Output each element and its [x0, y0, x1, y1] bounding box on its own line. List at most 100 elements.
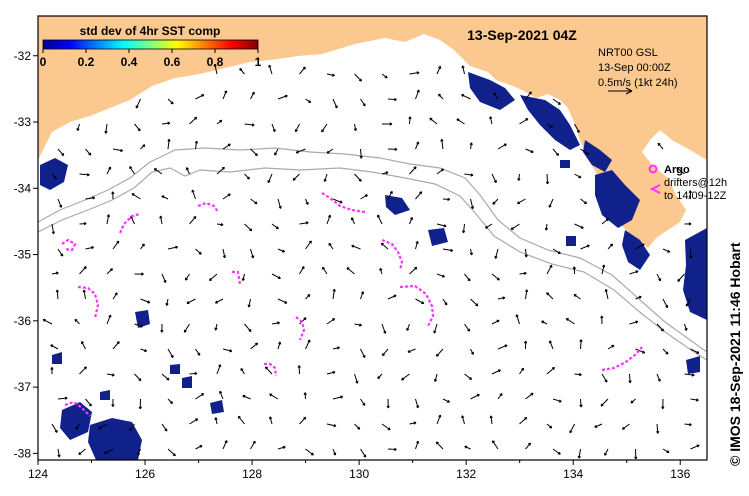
current-arrow-head [415, 405, 420, 409]
current-arrow [573, 294, 581, 300]
current-arrow [684, 323, 688, 331]
current-arrow [409, 116, 411, 125]
current-arrow-head [578, 175, 582, 179]
current-arrow-head [413, 421, 417, 425]
current-arrow [244, 123, 255, 126]
current-arrow-head [227, 193, 231, 197]
current-arrow-head [131, 193, 135, 197]
current-arrow-head [660, 328, 664, 332]
current-arrow-head [282, 445, 286, 450]
current-arrow-head [198, 251, 202, 255]
current-arrow-head [141, 243, 145, 247]
current-arrow-head [194, 116, 198, 120]
current-arrow [690, 398, 699, 401]
current-arrow-head [610, 243, 614, 247]
current-arrow-head [140, 324, 143, 328]
current-arrow [112, 341, 120, 350]
current-arrow [436, 273, 445, 278]
current-arrow [546, 123, 553, 128]
current-arrow-head [252, 440, 256, 444]
current-arrow [464, 273, 471, 282]
current-arrow-head [191, 189, 195, 193]
current-arrow [112, 148, 123, 152]
current-arrow-head [696, 444, 700, 448]
current-arrow-head [42, 318, 46, 322]
current-arrow-head [523, 271, 527, 275]
current-arrow-head [586, 244, 590, 248]
current-arrow-head [360, 291, 365, 295]
current-arrow-head [108, 314, 112, 318]
current-arrow [601, 373, 608, 383]
current-arrow-head [104, 130, 108, 134]
current-arrow [129, 423, 135, 432]
current-arrow-head [303, 416, 307, 420]
current-arrow-head [272, 129, 276, 133]
current-arrow [387, 448, 397, 451]
current-arrow-head [301, 266, 305, 270]
current-arrow [574, 123, 580, 133]
current-arrow-head [163, 280, 167, 283]
current-arrow-head [327, 214, 332, 218]
current-arrow-head [269, 393, 273, 397]
current-arrow [552, 248, 561, 254]
current-arrow-head [98, 426, 102, 430]
current-arrow [415, 89, 420, 100]
current-arrow [216, 364, 221, 375]
current-arrow-head [359, 155, 363, 159]
current-arrow-head [92, 196, 96, 200]
current-arrow-head [247, 304, 251, 308]
current-arrow [601, 218, 609, 225]
current-arrow-head [294, 129, 298, 133]
current-arrow [57, 448, 60, 458]
current-arrow-head [308, 240, 312, 244]
current-arrow [161, 273, 167, 283]
current-arrow-head [586, 151, 590, 155]
current-arrow [215, 323, 218, 331]
current-arrow-head [160, 329, 164, 333]
current-arrow [578, 448, 581, 459]
current-arrow [305, 339, 311, 350]
current-arrow-head [497, 369, 501, 373]
current-arrow [265, 366, 273, 375]
current-arrow-head [269, 416, 273, 420]
current-arrow-head [688, 422, 692, 427]
current-arrow [271, 123, 276, 132]
current-arrow [271, 322, 280, 325]
current-arrow [662, 348, 669, 355]
current-arrow [429, 117, 438, 125]
current-arrow [552, 448, 561, 455]
current-arrow-head [251, 123, 255, 127]
current-arrow [656, 323, 664, 332]
current-arrow [360, 98, 366, 107]
current-arrow [406, 323, 410, 331]
current-arrow [377, 373, 383, 379]
current-arrow [277, 95, 288, 100]
current-arrow-head [565, 318, 569, 321]
current-arrow [76, 123, 80, 131]
current-arrow-head [406, 327, 410, 331]
current-arrow [222, 248, 226, 258]
current-arrow-head [350, 217, 354, 221]
current-arrow [159, 215, 163, 225]
current-arrow [277, 446, 286, 450]
current-arrow [191, 189, 196, 200]
current-arrow [435, 441, 444, 450]
current-arrow [106, 373, 115, 376]
current-arrow-head [74, 318, 78, 322]
current-arrow-head [572, 266, 576, 270]
current-arrow [549, 340, 554, 350]
current-arrow-head [239, 67, 243, 71]
colorbar-tick-label: 1 [255, 55, 262, 69]
current-arrow-head [218, 364, 222, 368]
current-arrow [222, 348, 232, 352]
current-arrow [271, 223, 279, 230]
current-arrow-head [333, 423, 337, 428]
current-arrow-head [524, 416, 528, 420]
current-arrow [106, 268, 113, 275]
current-arrow-head [246, 176, 250, 180]
current-arrow-head [326, 150, 330, 154]
current-arrow [57, 397, 68, 400]
current-arrow-head [389, 122, 393, 126]
current-arrow-head [696, 350, 700, 354]
current-arrow [269, 416, 273, 425]
